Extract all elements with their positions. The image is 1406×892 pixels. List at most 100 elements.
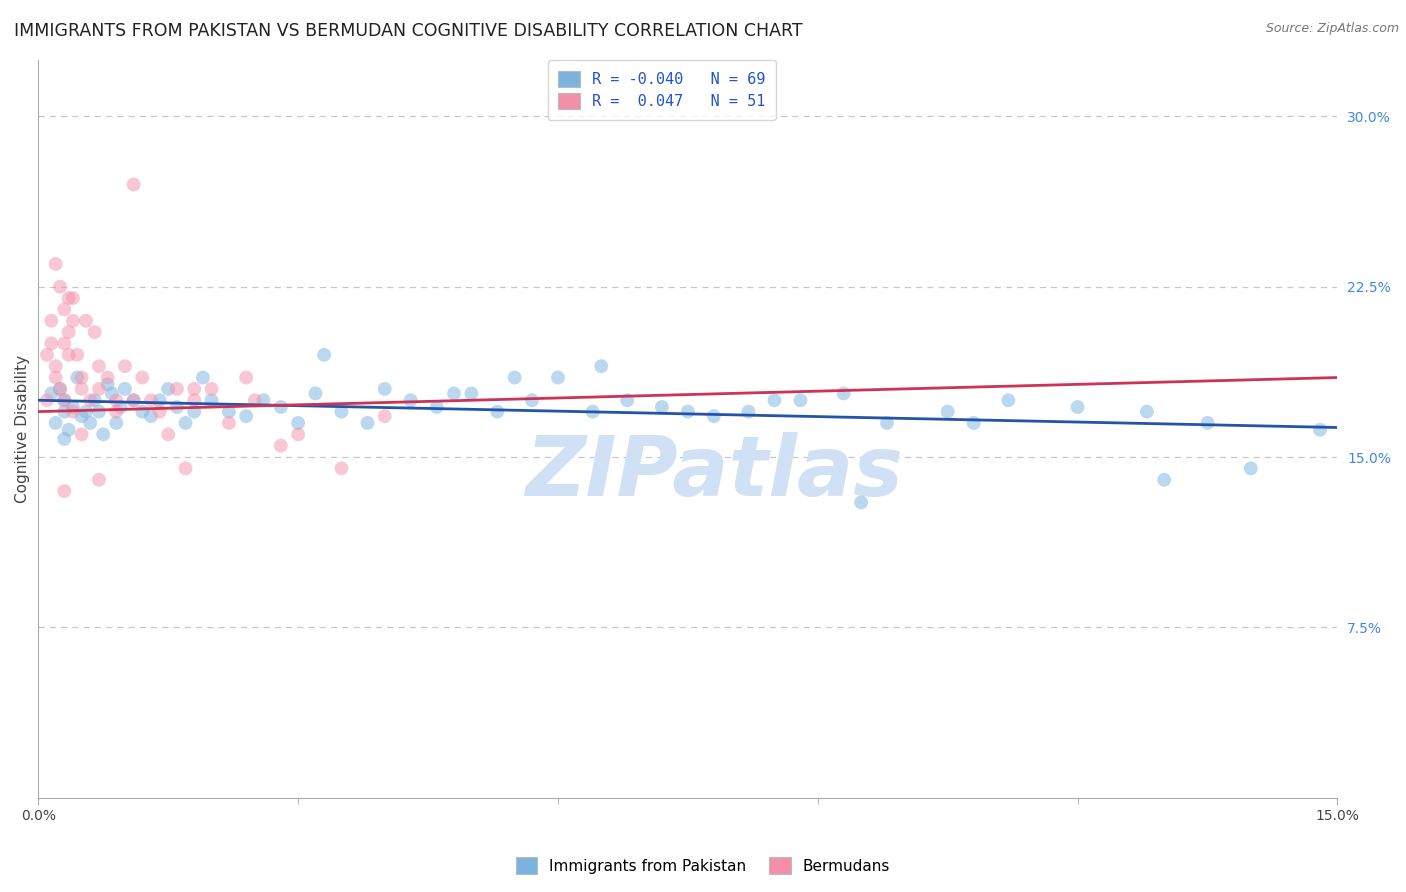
Point	[703, 409, 725, 424]
Point	[314, 348, 336, 362]
Point	[75, 314, 97, 328]
Point	[110, 400, 132, 414]
Point	[122, 393, 145, 408]
Point	[591, 359, 613, 374]
Point	[91, 427, 114, 442]
Point	[70, 427, 93, 442]
Point	[45, 359, 67, 374]
Point	[547, 370, 569, 384]
Point	[53, 404, 76, 418]
Point	[62, 400, 84, 414]
Point	[87, 359, 110, 374]
Point	[1197, 416, 1219, 430]
Point	[45, 370, 67, 384]
Point	[486, 404, 509, 418]
Point	[53, 484, 76, 499]
Point	[83, 393, 105, 408]
Point	[49, 382, 72, 396]
Point	[443, 386, 465, 401]
Point	[1153, 473, 1175, 487]
Point	[832, 386, 855, 401]
Point	[789, 393, 811, 408]
Point	[287, 416, 309, 430]
Point	[70, 370, 93, 384]
Point	[270, 439, 292, 453]
Point	[183, 393, 205, 408]
Point	[53, 432, 76, 446]
Point	[399, 393, 422, 408]
Point	[41, 336, 63, 351]
Point	[105, 416, 128, 430]
Point	[70, 382, 93, 396]
Point	[426, 400, 449, 414]
Point	[374, 409, 396, 424]
Point	[139, 409, 162, 424]
Point	[41, 314, 63, 328]
Point	[235, 409, 257, 424]
Y-axis label: Cognitive Disability: Cognitive Disability	[15, 355, 30, 503]
Point	[49, 279, 72, 293]
Point	[58, 325, 80, 339]
Point	[66, 370, 89, 384]
Point	[157, 427, 180, 442]
Point	[1240, 461, 1263, 475]
Point	[270, 400, 292, 414]
Point	[157, 382, 180, 396]
Point	[75, 404, 97, 418]
Point	[166, 382, 188, 396]
Point	[183, 382, 205, 396]
Point	[35, 393, 58, 408]
Point	[97, 370, 120, 384]
Point	[374, 382, 396, 396]
Point	[139, 393, 162, 408]
Point	[79, 393, 101, 408]
Point	[87, 473, 110, 487]
Point	[87, 382, 110, 396]
Point	[70, 409, 93, 424]
Point	[849, 495, 872, 509]
Point	[218, 416, 240, 430]
Point	[122, 393, 145, 408]
Point	[876, 416, 898, 430]
Point	[101, 386, 124, 401]
Point	[131, 370, 153, 384]
Point	[148, 393, 170, 408]
Point	[200, 382, 222, 396]
Point	[105, 393, 128, 408]
Text: ZIPatlas: ZIPatlas	[524, 433, 903, 514]
Point	[53, 336, 76, 351]
Point	[191, 370, 214, 384]
Point	[235, 370, 257, 384]
Point	[174, 416, 197, 430]
Point	[122, 178, 145, 192]
Point	[62, 291, 84, 305]
Text: IMMIGRANTS FROM PAKISTAN VS BERMUDAN COGNITIVE DISABILITY CORRELATION CHART: IMMIGRANTS FROM PAKISTAN VS BERMUDAN COG…	[14, 22, 803, 40]
Point	[97, 377, 120, 392]
Legend: R = -0.040   N = 69, R =  0.047   N = 51: R = -0.040 N = 69, R = 0.047 N = 51	[548, 60, 776, 120]
Point	[200, 393, 222, 408]
Point	[651, 400, 673, 414]
Point	[114, 359, 136, 374]
Point	[174, 461, 197, 475]
Point	[41, 386, 63, 401]
Point	[53, 302, 76, 317]
Point	[287, 427, 309, 442]
Point	[114, 382, 136, 396]
Point	[763, 393, 786, 408]
Point	[218, 404, 240, 418]
Point	[58, 348, 80, 362]
Legend: Immigrants from Pakistan, Bermudans: Immigrants from Pakistan, Bermudans	[509, 851, 897, 880]
Point	[252, 393, 274, 408]
Point	[1136, 404, 1159, 418]
Point	[676, 404, 699, 418]
Point	[304, 386, 326, 401]
Point	[105, 404, 128, 418]
Point	[148, 404, 170, 418]
Text: Source: ZipAtlas.com: Source: ZipAtlas.com	[1265, 22, 1399, 36]
Point	[49, 382, 72, 396]
Point	[616, 393, 638, 408]
Point	[183, 404, 205, 418]
Point	[62, 314, 84, 328]
Point	[131, 404, 153, 418]
Point	[581, 404, 603, 418]
